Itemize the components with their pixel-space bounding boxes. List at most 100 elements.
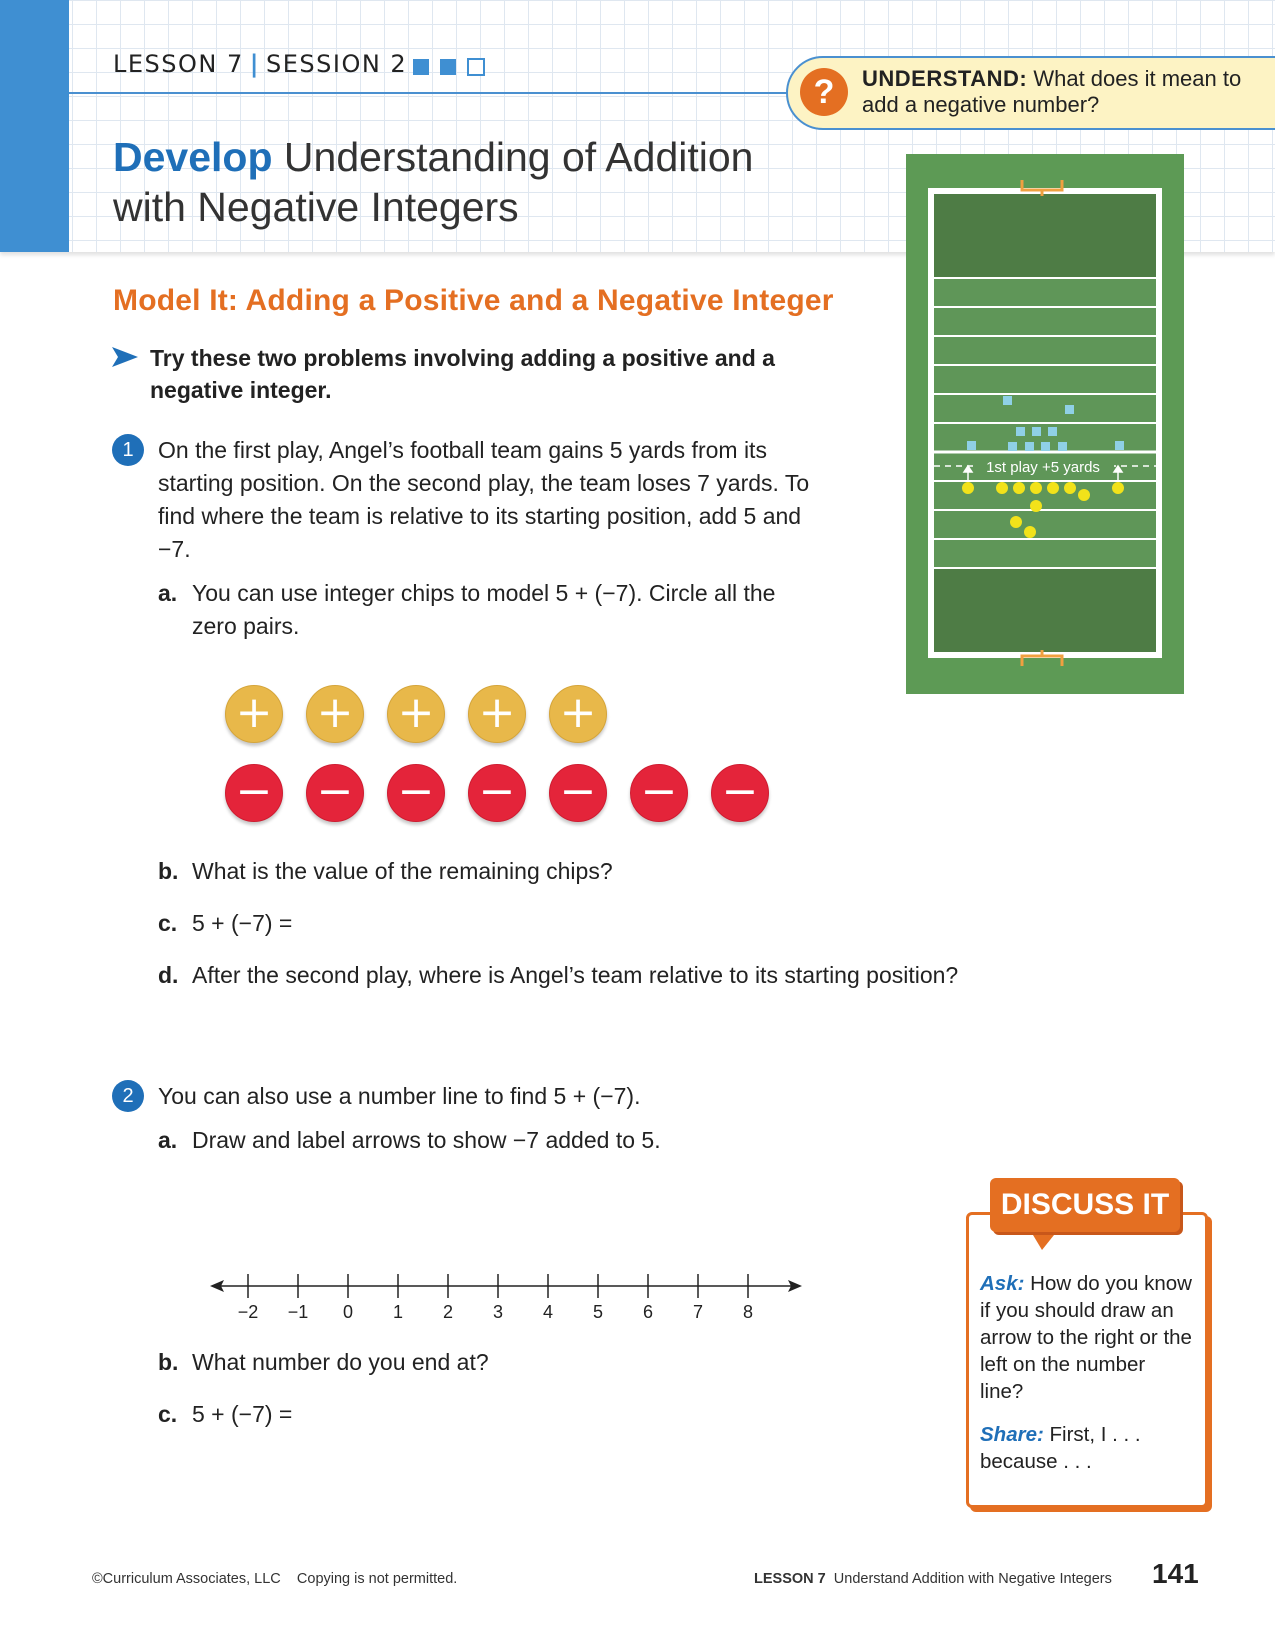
number-line-label: 0 bbox=[343, 1302, 353, 1322]
number-line-label: 4 bbox=[543, 1302, 553, 1322]
negative-chip[interactable]: − bbox=[225, 764, 283, 822]
problem-2b: b. What number do you end at? bbox=[158, 1346, 489, 1379]
number-line-label: −2 bbox=[238, 1302, 259, 1322]
number-line-label: 2 bbox=[443, 1302, 453, 1322]
problem-1b-text: What is the value of the remaining chips… bbox=[192, 858, 613, 884]
goal-post-bottom-icon bbox=[1020, 650, 1064, 666]
model-it-heading: Model It: Adding a Positive and a Negati… bbox=[113, 284, 834, 317]
label-backdrop bbox=[976, 456, 1114, 478]
problem-1b: b. What is the value of the remaining chi… bbox=[158, 855, 613, 888]
footer-lesson-label: LESSON 7 bbox=[754, 1571, 826, 1587]
negative-chip[interactable]: − bbox=[306, 764, 364, 822]
positive-chip[interactable]: + bbox=[387, 685, 445, 743]
negative-chip[interactable]: − bbox=[549, 764, 607, 822]
understand-callout bbox=[786, 56, 1275, 130]
positive-chip[interactable]: + bbox=[468, 685, 526, 743]
problem-1d: d. After the second play, where is Angel’… bbox=[158, 959, 958, 992]
problem-2a-letter: a. bbox=[158, 1127, 178, 1153]
ask-label: Ask: bbox=[980, 1272, 1025, 1295]
problem-1c-letter: c. bbox=[158, 910, 178, 936]
footer-lesson: LESSON 7 Understand Addition with Negati… bbox=[754, 1571, 1112, 1587]
arrow-bullet-icon bbox=[112, 347, 138, 367]
share-label: Share: bbox=[980, 1423, 1044, 1446]
title-rest: Understanding of Addition with Negative … bbox=[113, 134, 754, 230]
negative-chip[interactable]: − bbox=[711, 764, 769, 822]
lesson-session-label: LESSON 7 | SESSION 2 bbox=[113, 50, 407, 78]
discuss-share: Share: First, I . . . because . . . bbox=[980, 1421, 1192, 1475]
number-line-label: 5 bbox=[593, 1302, 603, 1322]
lesson-label: LESSON 7 bbox=[113, 50, 244, 78]
goal-post-top-icon bbox=[1020, 180, 1064, 196]
understand-question: What does it mean to add a negative numb… bbox=[862, 66, 1242, 117]
positive-chip[interactable]: + bbox=[306, 685, 364, 743]
page-title: Develop Understanding of Addition with N… bbox=[113, 132, 813, 232]
football-field-svg: 1st play +5 yards bbox=[928, 180, 1162, 666]
session-label: SESSION 2 bbox=[266, 50, 408, 78]
number-line-label: 3 bbox=[493, 1302, 503, 1322]
positive-chip[interactable]: + bbox=[549, 685, 607, 743]
number-line-label: −1 bbox=[288, 1302, 309, 1322]
problem-2c: c. 5 + (−7) = bbox=[158, 1398, 292, 1431]
title-develop: Develop bbox=[113, 134, 273, 180]
end-zone-top bbox=[934, 194, 1156, 278]
session-progress-filled-1 bbox=[413, 59, 429, 75]
problem-1a-text: You can use integer chips to model 5 + (… bbox=[192, 580, 776, 639]
footer-lesson-title: Understand Addition with Negative Intege… bbox=[833, 1571, 1112, 1587]
defense-players bbox=[967, 396, 1124, 451]
number-line[interactable]: −2 −1 0 1 2 3 4 5 6 7 8 bbox=[210, 1260, 810, 1322]
problem-2-number: 2 bbox=[112, 1080, 144, 1112]
number-line-label: 8 bbox=[743, 1302, 753, 1322]
problem-2c-letter: c. bbox=[158, 1401, 178, 1427]
session-progress-filled-2 bbox=[440, 59, 456, 75]
lesson-color-tab bbox=[0, 0, 69, 252]
yard-lines bbox=[934, 277, 1156, 569]
number-line-label: 7 bbox=[693, 1302, 703, 1322]
separator: | bbox=[249, 50, 261, 78]
problem-2c-text: 5 + (−7) = bbox=[192, 1401, 293, 1427]
field-label: 1st play +5 yards bbox=[986, 459, 1100, 476]
model-it-instruction: Try these two problems involving adding … bbox=[150, 345, 775, 403]
problem-1a-letter: a. bbox=[158, 580, 178, 606]
page-number: 141 bbox=[1152, 1558, 1199, 1589]
copy-notice: Copying is not permitted. bbox=[296, 1571, 458, 1587]
understand-text: UNDERSTAND: What does it mean to add a n… bbox=[862, 66, 1242, 118]
football-field-illustration: 1st play +5 yards bbox=[906, 154, 1184, 694]
discuss-it-title: DISCUSS IT bbox=[990, 1178, 1180, 1232]
problem-1-text: On the first play, Angel’s football team… bbox=[158, 437, 810, 562]
copyright-text: ©Curriculum Associates, LLC bbox=[92, 1571, 281, 1587]
problem-1d-text: After the second play, where is Angel’s … bbox=[192, 962, 959, 988]
problem-1c-text: 5 + (−7) = bbox=[192, 910, 293, 936]
negative-chip[interactable]: − bbox=[387, 764, 445, 822]
advance-arrows bbox=[962, 464, 1124, 481]
number-line-label: 1 bbox=[393, 1302, 403, 1322]
understand-label: UNDERSTAND: bbox=[862, 66, 1028, 91]
right-arrow-icon bbox=[788, 1280, 802, 1292]
number-line-ticks: −2 −1 0 1 2 3 4 5 6 7 8 bbox=[238, 1274, 753, 1322]
problem-1b-letter: b. bbox=[158, 858, 179, 884]
discuss-it-box bbox=[966, 1212, 1208, 1508]
speech-bubble-tail bbox=[1030, 1230, 1058, 1250]
problem-2b-text: What number do you end at? bbox=[192, 1349, 489, 1375]
offense-players bbox=[962, 482, 1124, 538]
session-progress-empty-3 bbox=[467, 58, 485, 76]
negative-chip[interactable]: − bbox=[468, 764, 526, 822]
problem-1c: c. 5 + (−7) = bbox=[158, 907, 292, 940]
number-line-label: 6 bbox=[643, 1302, 653, 1322]
problem-1d-letter: d. bbox=[158, 962, 179, 988]
header-rule bbox=[69, 92, 1275, 94]
share-text: First, I . . . because . . . bbox=[980, 1423, 1141, 1473]
discuss-it-body: Ask: How do you know if you should draw … bbox=[980, 1270, 1192, 1475]
problem-2a: a. Draw and label arrows to show −7 added… bbox=[158, 1124, 661, 1157]
end-zone-bottom bbox=[934, 568, 1156, 652]
problem-1-number: 1 bbox=[112, 434, 144, 466]
problem-2-text: You can also use a number line to find 5… bbox=[158, 1083, 641, 1109]
question-mark-icon: ? bbox=[800, 68, 848, 116]
positive-chip[interactable]: + bbox=[225, 685, 283, 743]
left-arrow-icon bbox=[210, 1280, 224, 1292]
footer-copyright: ©Curriculum Associates, LLC Copying is n… bbox=[92, 1571, 457, 1587]
problem-2b-letter: b. bbox=[158, 1349, 179, 1375]
discuss-ask: Ask: How do you know if you should draw … bbox=[980, 1270, 1192, 1405]
problem-1a: a. You can use integer chips to model 5 … bbox=[158, 577, 778, 643]
ask-text: How do you know if you should draw an ar… bbox=[980, 1272, 1192, 1403]
negative-chip[interactable]: − bbox=[630, 764, 688, 822]
